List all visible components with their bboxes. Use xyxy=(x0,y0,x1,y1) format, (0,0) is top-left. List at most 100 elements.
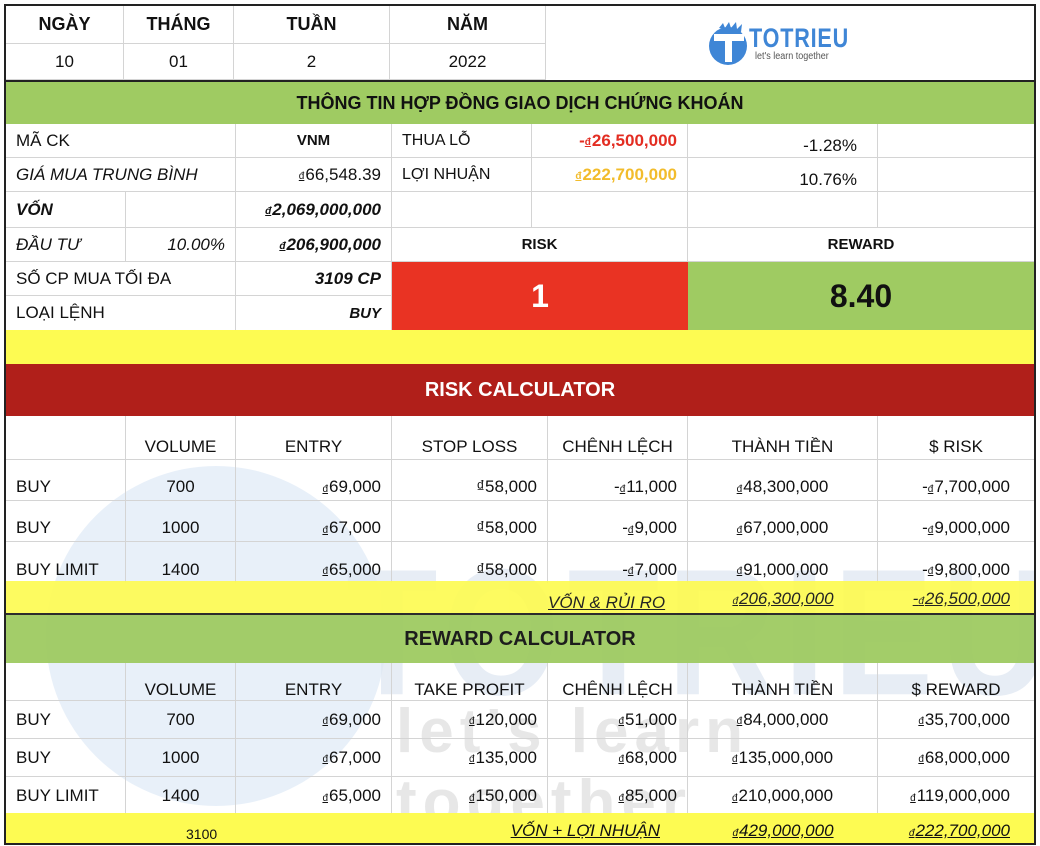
empty-cell xyxy=(878,192,1034,228)
reward-row-type: BUY xyxy=(6,739,126,777)
currency-symbol: đ xyxy=(618,716,624,727)
loi-nhuan-percent: 10.76% xyxy=(688,158,878,192)
risk-row-risk: - đ 9,000,000 xyxy=(878,501,1034,542)
dau-tu-amount: 206,900,000 xyxy=(286,234,381,254)
risk-table-row: BUY LIMIT 1400 đ 65,000 ₫ 58,000 - đ 7,000 đ… xyxy=(6,542,1034,583)
risk-row-total: đ 67,000,000 xyxy=(688,501,878,542)
amount: 51,000 xyxy=(625,709,677,729)
von-label: VỐN xyxy=(6,192,126,228)
risk-row-risk: - đ 9,800,000 xyxy=(878,542,1034,583)
empty-cell xyxy=(126,192,236,228)
currency-symbol: đ xyxy=(732,827,738,839)
currency-symbol: đ xyxy=(322,566,328,577)
amount: 7,000 xyxy=(634,559,677,579)
reward-table-row: BUY LIMIT 1400 đ 65,000 đ 150,000 đ 85,000 … xyxy=(6,777,1034,815)
currency-symbol: đ xyxy=(731,792,738,804)
risk-calculator-title: RISK CALCULATOR xyxy=(424,378,616,401)
risk-header-stop-loss: STOP LOSS xyxy=(392,416,548,460)
minus-sign: - xyxy=(622,518,628,537)
currency-symbol: đ xyxy=(298,171,305,182)
date-header-row: NGÀY THÁNG TUẦN NĂM xyxy=(6,6,1034,44)
risk-table-row: BUY 1000 đ 67,000 ₫ 58,000 - đ 9,000 đ 67,000… xyxy=(6,501,1034,542)
value-nam: 2022 xyxy=(390,44,546,80)
loi-nhuan-value: đ 222,700,000 xyxy=(532,158,688,192)
reward-header-take-profit: TAKE PROFIT xyxy=(392,663,548,701)
amount: 35,700,000 xyxy=(924,709,1010,729)
label-tuan: TUẦN xyxy=(234,6,390,44)
logo-t-flame-icon xyxy=(709,22,748,65)
currency-symbol: đ xyxy=(918,754,924,765)
currency-symbol: đ xyxy=(927,566,934,577)
value-ngay: 10 xyxy=(6,44,124,80)
currency-symbol: đ xyxy=(584,137,591,148)
label-ngay: NGÀY xyxy=(6,6,124,44)
reward-row-take-profit: đ 135,000 xyxy=(392,739,548,777)
risk-row-entry: đ 67,000 xyxy=(236,501,392,542)
risk-row-total: đ 91,000,000 xyxy=(688,542,878,583)
minus-sign: - xyxy=(912,589,919,608)
risk-summary-row: VỐN & RỦI RO đ 206,300,000 - đ 26,500,000 xyxy=(6,581,1034,613)
amount: 206,300,000 xyxy=(739,589,834,608)
currency-symbol: đ xyxy=(918,595,924,607)
risk-header-entry: ENTRY xyxy=(236,416,392,460)
amount: 68,000,000 xyxy=(924,747,1010,767)
contract-row-dau-tu: ĐẦU TƯ 10.00% đ 206,900,000 RISK REWARD xyxy=(6,228,1034,262)
amount: 69,000 xyxy=(329,477,381,496)
loai-lenh-value: BUY xyxy=(236,296,392,330)
currency-symbol: đ xyxy=(468,716,475,727)
amount: 65,000 xyxy=(329,786,381,805)
amount: 120,000 xyxy=(475,709,537,729)
minus-sign: - xyxy=(922,518,928,537)
currency-symbol: đ xyxy=(627,524,634,536)
reward-summary-label: VỐN + LỢI NHUẬN xyxy=(510,821,660,840)
reward-row-type: BUY LIMIT xyxy=(6,777,126,815)
currency-symbol: ₫ xyxy=(476,559,485,579)
risk-row-stop-loss: ₫ 58,000 xyxy=(392,501,548,542)
minus-sign: - xyxy=(614,477,620,496)
currency-symbol: đ xyxy=(322,792,328,804)
reward-summary-reward: đ 222,700,000 xyxy=(878,813,1034,843)
amount: 68,000 xyxy=(625,747,677,767)
reward-row-total: đ 135,000,000 xyxy=(688,739,878,777)
risk-ratio-value: 1 xyxy=(392,262,688,330)
minus-sign: - xyxy=(922,477,928,496)
risk-row-total: đ 48,300,000 xyxy=(688,460,878,501)
risk-header-row: VOLUME ENTRY STOP LOSS CHÊNH LỆCH THÀNH … xyxy=(6,416,1034,460)
risk-row-risk: - đ 7,700,000 xyxy=(878,460,1034,501)
risk-header-risk: $ RISK xyxy=(878,416,1034,460)
amount: 58,000 xyxy=(485,477,537,496)
risk-row-stop-loss: ₫ 58,000 xyxy=(392,460,548,501)
risk-row-volume: 1000 xyxy=(126,501,236,542)
empty-cell xyxy=(6,581,548,613)
minus-sign: - xyxy=(922,559,928,579)
amount: 85,000 xyxy=(625,786,677,805)
reward-ratio-value: 8.40 xyxy=(688,262,1034,330)
currency-symbol: đ xyxy=(618,792,624,804)
logo-tagline: let's learn together xyxy=(755,50,830,62)
gia-mua-label: GIÁ MUA TRUNG BÌNH xyxy=(6,158,236,192)
currency-symbol: đ xyxy=(265,206,272,217)
risk-summary-label: VỐN & RỦI RO xyxy=(548,593,666,612)
empty-cell xyxy=(878,158,1034,192)
risk-row-diff: - đ 7,000 xyxy=(548,542,688,583)
amount: 429,000,000 xyxy=(739,821,834,840)
spreadsheet: TOTRIEU let's learn together NGÀY THÁNG … xyxy=(4,4,1036,845)
currency-symbol: đ xyxy=(627,566,634,577)
thua-lo-label: THUA LỖ xyxy=(392,124,532,158)
currency-symbol: đ xyxy=(322,524,328,536)
currency-symbol: ₫ xyxy=(476,477,485,496)
ma-ck-value: VNM xyxy=(236,124,392,158)
currency-symbol: đ xyxy=(927,524,934,536)
currency-symbol: đ xyxy=(732,595,738,607)
amount: 119,000,000 xyxy=(916,786,1010,805)
risk-header-volume: VOLUME xyxy=(126,416,236,460)
amount: 65,000 xyxy=(329,559,381,579)
loai-lenh-label: LOẠI LỆNH xyxy=(6,296,236,330)
risk-row-type: BUY LIMIT xyxy=(6,542,126,583)
dau-tu-value: đ 206,900,000 xyxy=(236,228,392,262)
reward-row-volume: 1400 xyxy=(126,777,236,815)
currency-symbol: đ xyxy=(736,524,743,536)
currency-symbol: đ xyxy=(736,566,743,577)
reward-header-entry: ENTRY xyxy=(236,663,392,701)
gia-mua-value: đ 66,548.39 xyxy=(236,158,392,192)
